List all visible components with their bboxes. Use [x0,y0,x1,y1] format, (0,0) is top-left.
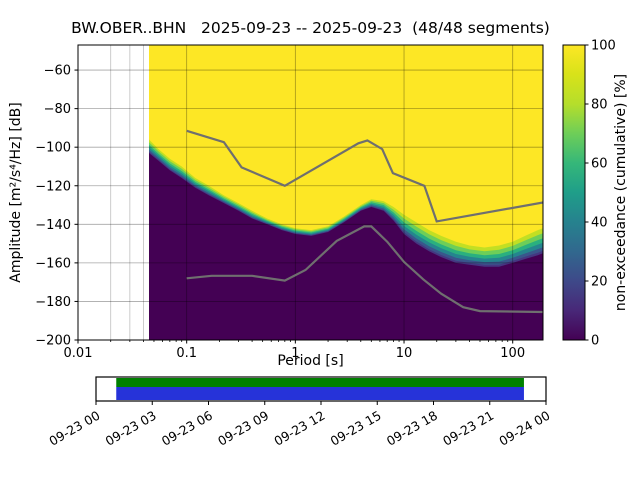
y-tick-label: −200 [35,334,71,349]
ppsd-heatmap [148,45,543,340]
high-noise-model-curve [186,129,543,223]
colorbar-tick-label: 60 [591,157,608,172]
colorbar-frame [562,44,586,341]
y-tick-label: −140 [35,218,71,233]
colorbar-tick-label: 100 [591,39,616,54]
y-tick-label: −80 [44,102,71,117]
low-noise-model-curve [186,225,543,314]
y-tick-label: −180 [35,295,71,310]
colorbar-tick-label: 0 [591,334,599,349]
heatmap-low-region [149,153,543,340]
colorbar-tick-label: 40 [591,216,608,231]
x-tick-label: 1 [291,346,299,361]
colorbar-label: non-exceedance (cumulative) [%] [613,74,629,311]
colorbar-gradient [563,45,585,340]
colorbar-tick-label: 20 [591,275,608,290]
x-tick-label: 100 [500,346,525,361]
x-tick-label: 10 [396,346,413,361]
y-tick-label: −100 [35,141,71,156]
timeline-coverage-blue [116,387,524,400]
x-axis-label: Period [s] [277,353,343,369]
plot-frame [77,44,544,341]
x-tick-label: 0.1 [176,346,197,361]
figure-title: BW.OBER..BHN 2025-09-23 -- 2025-09-23 (4… [71,19,550,37]
timeline-coverage-green [116,378,524,387]
y-tick-label: −160 [35,256,71,271]
x-tick-label: 0.01 [64,346,93,361]
colorbar-tick-label: 80 [591,98,608,113]
y-tick-label: −120 [35,179,71,194]
y-axis-label: Amplitude [m²/s⁴/Hz] [dB] [8,102,24,282]
y-tick-label: −60 [44,64,71,79]
